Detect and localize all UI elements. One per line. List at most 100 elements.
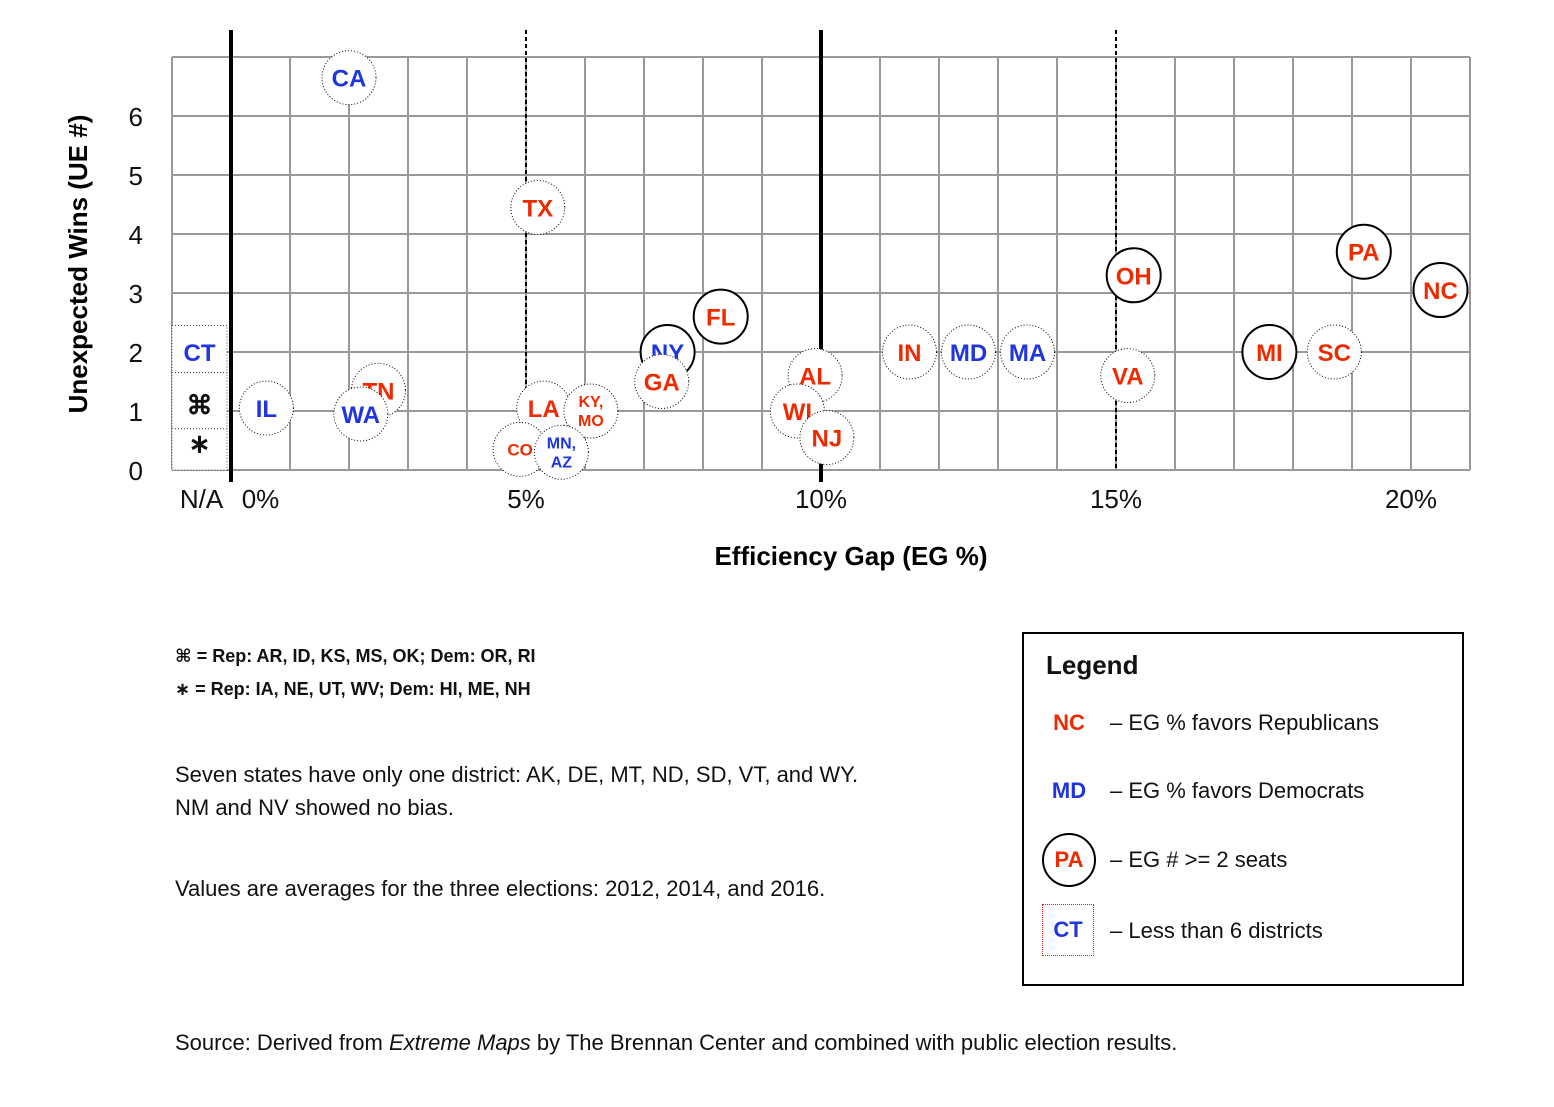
na-entry-label: ∗ bbox=[189, 428, 211, 458]
legend-desc-two-seats: – EG # >= 2 seats bbox=[1110, 847, 1288, 872]
point-ma: MA bbox=[1000, 324, 1055, 380]
point-marker bbox=[634, 354, 690, 409]
x-tick-label: 5% bbox=[507, 484, 545, 514]
point-marker bbox=[1105, 247, 1162, 304]
legend-symbol-circle: PA bbox=[1042, 833, 1096, 887]
point-label: MN, bbox=[547, 435, 576, 452]
note-averages: Values are averages for the three electi… bbox=[175, 876, 826, 901]
point-marker bbox=[1100, 348, 1156, 404]
point-va: VA bbox=[1100, 348, 1156, 404]
point-label: NJ bbox=[812, 426, 843, 453]
point-label: MA bbox=[1009, 340, 1046, 367]
point-tx: TX bbox=[510, 179, 566, 235]
source-note: Source: Derived from Extreme Maps by The… bbox=[175, 1030, 1177, 1056]
x-tick-label: 10% bbox=[795, 484, 847, 514]
point-label: IN bbox=[898, 340, 922, 367]
point-fl: FL bbox=[692, 288, 749, 345]
source-prefix: Source: Derived from bbox=[175, 1030, 389, 1055]
point-kymo: KY, MO bbox=[563, 383, 619, 439]
y-tick-label: 2 bbox=[129, 338, 143, 368]
y-tick-label: 0 bbox=[129, 456, 143, 486]
point-in: IN bbox=[882, 324, 937, 380]
point-pa: PA bbox=[1335, 223, 1392, 280]
na-box bbox=[171, 428, 228, 471]
point-marker bbox=[692, 288, 749, 345]
point-wa: WA bbox=[333, 386, 389, 442]
point-marker bbox=[533, 424, 589, 480]
point-marker bbox=[510, 179, 566, 235]
point-mi: MI bbox=[1241, 324, 1298, 380]
legend-symbol-rep: NC bbox=[1053, 710, 1085, 735]
legend-item-two-seats: PA – EG # >= 2 seats bbox=[1024, 833, 1462, 889]
legend-item-republican: NC – EG % favors Republicans bbox=[1024, 696, 1462, 752]
na-box bbox=[171, 324, 228, 374]
point-marker bbox=[1241, 324, 1298, 380]
point-ca: CA bbox=[321, 50, 377, 106]
legend-desc-few-districts: – Less than 6 districts bbox=[1110, 918, 1323, 943]
x-tick-label: 20% bbox=[1385, 484, 1437, 514]
point-co: CO bbox=[492, 421, 548, 477]
y-tick-label: 3 bbox=[129, 279, 143, 309]
x-axis-title: Efficiency Gap (EG %) bbox=[714, 541, 987, 571]
point-ga: GA bbox=[634, 354, 690, 409]
point-il: IL bbox=[238, 380, 294, 436]
y-axis-title: Unexpected Wins (UE #) bbox=[63, 115, 93, 414]
point-label: MD bbox=[950, 340, 987, 367]
legend-desc-rep: – EG % favors Republicans bbox=[1110, 710, 1380, 735]
point-nc: NC bbox=[1412, 262, 1469, 319]
legend-symbol-square: CT bbox=[1042, 904, 1094, 956]
x-tick-label: 0% bbox=[242, 484, 280, 514]
na-column: CT ⌘ ∗ bbox=[171, 324, 228, 471]
point-label: SC bbox=[1318, 340, 1351, 367]
na-entry-label: ⌘ bbox=[187, 390, 213, 420]
y-tick-label: 1 bbox=[129, 397, 143, 427]
point-label: CA bbox=[332, 66, 367, 93]
point-nj: NJ bbox=[799, 410, 855, 466]
point-marker bbox=[238, 380, 294, 436]
point-label: TX bbox=[522, 195, 553, 222]
legend-item-few-districts: CT – Less than 6 districts bbox=[1024, 904, 1462, 960]
y-tick-label: 6 bbox=[129, 102, 143, 132]
axes: 0 1 2 3 4 5 6 N/A 0% 5% 10% 15% 20% bbox=[129, 102, 1437, 514]
footnote-cmd: ⌘ = Rep: AR, ID, KS, MS, OK; Dem: OR, RI bbox=[175, 646, 536, 666]
point-label: GA bbox=[644, 370, 680, 397]
point-label: NC bbox=[1423, 278, 1458, 305]
point-label: OH bbox=[1116, 263, 1152, 290]
y-tick-label: 5 bbox=[129, 161, 143, 191]
point-marker bbox=[1335, 223, 1392, 280]
point-label: PA bbox=[1348, 240, 1380, 267]
legend-item-democrat: MD – EG % favors Democrats bbox=[1024, 764, 1462, 820]
point-sc: SC bbox=[1306, 324, 1362, 380]
point-label: LA bbox=[528, 396, 560, 423]
point-marker bbox=[941, 324, 996, 380]
point-md: MD bbox=[941, 324, 996, 380]
point-marker bbox=[321, 50, 377, 106]
point-label: FL bbox=[706, 305, 735, 332]
point-oh: OH bbox=[1105, 247, 1162, 304]
legend-symbol-dem: MD bbox=[1051, 778, 1087, 803]
point-label: AZ bbox=[551, 454, 573, 471]
point-label: MI bbox=[1256, 340, 1283, 367]
point-marker bbox=[563, 383, 619, 439]
footnote-asterisk: ∗ = Rep: IA, NE, UT, WV; Dem: HI, ME, NH bbox=[175, 679, 531, 699]
point-marker bbox=[1000, 324, 1055, 380]
na-entry-label: CT bbox=[184, 340, 216, 367]
note-single-district: Seven states have only one district: AK,… bbox=[175, 762, 859, 787]
note-no-bias: NM and NV showed no bias. bbox=[175, 795, 454, 820]
point-label: KY, bbox=[578, 394, 603, 411]
point-label: WA bbox=[341, 402, 380, 429]
point-marker bbox=[1306, 324, 1362, 380]
x-tick-label: N/A bbox=[180, 484, 224, 514]
point-label: VA bbox=[1112, 364, 1144, 391]
point-marker bbox=[882, 324, 937, 380]
x-tick-label: 15% bbox=[1090, 484, 1142, 514]
point-mnaz: MN, AZ bbox=[533, 424, 589, 480]
legend-desc-dem: – EG % favors Democrats bbox=[1110, 778, 1365, 803]
y-tick-label: 4 bbox=[129, 220, 143, 250]
legend-title: Legend bbox=[1046, 650, 1139, 680]
legend: Legend NC – EG % favors Republicans MD –… bbox=[1022, 632, 1464, 986]
point-marker bbox=[799, 410, 855, 466]
source-suffix: by The Brennan Center and combined with … bbox=[530, 1030, 1178, 1055]
